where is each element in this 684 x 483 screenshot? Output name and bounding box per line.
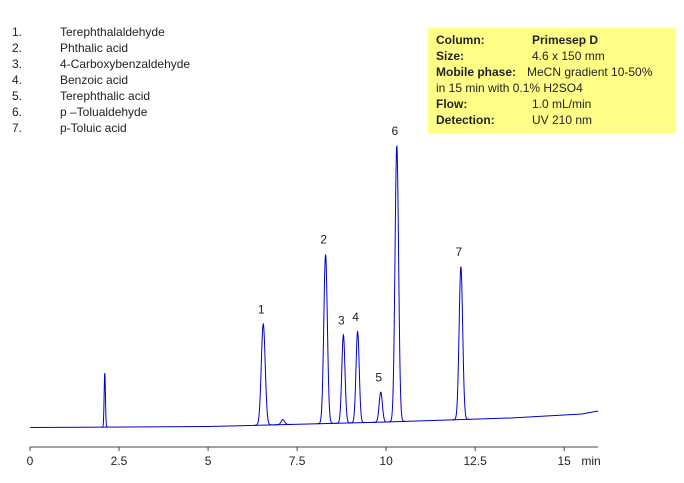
compound-name: 4-Carboxybenzaldehyde bbox=[60, 57, 190, 71]
peak bbox=[335, 333, 352, 424]
compound-number: 1. bbox=[12, 25, 22, 39]
peak-label: 3 bbox=[338, 313, 345, 327]
x-tick-label: 12.5 bbox=[463, 454, 487, 468]
condition-label: Flow: bbox=[436, 97, 467, 111]
peak-label: 5 bbox=[375, 370, 382, 384]
condition-value: in 15 min with 0.1% H2SO4 bbox=[436, 81, 583, 95]
x-tick-label: 7.5 bbox=[289, 454, 306, 468]
compound-number: 7. bbox=[12, 121, 22, 135]
compound-number: 3. bbox=[12, 57, 22, 71]
condition-label: Size: bbox=[436, 49, 464, 63]
compound-name: p –Tolualdehyde bbox=[60, 105, 148, 119]
compound-number: 2. bbox=[12, 41, 22, 55]
x-tick-label: 5 bbox=[205, 454, 212, 468]
condition-value: Primesep D bbox=[532, 33, 598, 47]
x-axis-label: min bbox=[581, 454, 600, 468]
peak bbox=[316, 254, 335, 425]
peak-label: 2 bbox=[320, 233, 327, 247]
peak bbox=[349, 329, 366, 424]
x-tick-label: 15 bbox=[557, 454, 571, 468]
condition-value: UV 210 nm bbox=[532, 113, 592, 127]
condition-value: 4.6 x 150 mm bbox=[532, 49, 605, 63]
peak bbox=[387, 145, 406, 423]
compound-number: 6. bbox=[12, 105, 22, 119]
compound-name: p-Toluic acid bbox=[60, 121, 127, 135]
compound-name: Terephthalic acid bbox=[60, 89, 150, 103]
peak bbox=[273, 419, 292, 426]
conditions-box bbox=[428, 28, 676, 133]
x-tick-label: 2.5 bbox=[111, 454, 128, 468]
compound-name: Benzoic acid bbox=[60, 73, 128, 87]
condition-label: Detection: bbox=[436, 113, 495, 127]
condition-label: Mobile phase: bbox=[436, 65, 516, 79]
peak bbox=[451, 266, 470, 421]
x-tick-label: 0 bbox=[27, 454, 34, 468]
condition-value: MeCN gradient 10-50% bbox=[527, 65, 653, 79]
peak-label: 7 bbox=[456, 245, 463, 259]
condition-value: 1.0 mL/min bbox=[532, 97, 591, 111]
x-tick-label: 10 bbox=[379, 454, 393, 468]
peak bbox=[101, 372, 108, 428]
peak-label: 4 bbox=[352, 310, 359, 324]
compound-name: Terephthalaldehyde bbox=[60, 25, 165, 39]
compound-name: Phthalic acid bbox=[60, 41, 128, 55]
peak bbox=[372, 391, 389, 423]
compound-number: 5. bbox=[12, 89, 22, 103]
condition-label: Column: bbox=[436, 33, 485, 47]
baseline bbox=[29, 410, 599, 428]
peak bbox=[253, 322, 274, 426]
peak-label: 6 bbox=[391, 124, 398, 138]
compound-number: 4. bbox=[12, 73, 22, 87]
peak-label: 1 bbox=[258, 302, 265, 316]
